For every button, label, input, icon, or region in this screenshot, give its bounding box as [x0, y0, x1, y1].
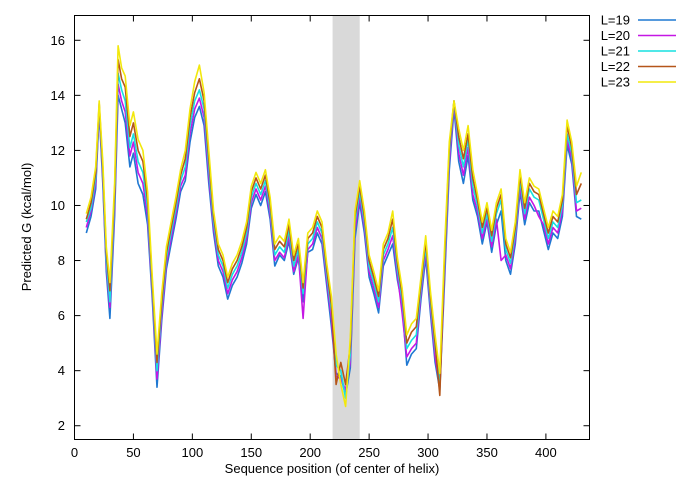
y-tick-label: 10 — [51, 198, 65, 213]
y-axis-label: Predicted G (kcal/mol) — [19, 163, 34, 292]
y-tick-label: 2 — [58, 418, 65, 433]
legend-label: L=22 — [601, 59, 630, 74]
y-axis: 2 4 6 8 10 12 14 16 — [51, 33, 590, 433]
x-axis: 0 50 100 150 200 250 300 350 400 — [71, 15, 557, 460]
legend-label: L=19 — [601, 13, 630, 28]
x-tick-label: 300 — [417, 445, 439, 460]
y-tick-label: 4 — [58, 363, 65, 378]
series-line-l-23 — [85, 44, 583, 408]
plot-frame — [74, 15, 590, 440]
y-tick-label: 16 — [51, 33, 65, 48]
x-tick-label: 250 — [358, 445, 380, 460]
x-tick-label: 100 — [181, 445, 203, 460]
y-tick-label: 14 — [51, 88, 65, 103]
y-tick-label: 12 — [51, 143, 65, 158]
x-tick-label: 200 — [299, 445, 321, 460]
legend-label: L=23 — [601, 75, 630, 90]
x-axis-label: Sequence position (of center of helix) — [225, 461, 440, 476]
y-tick-label: 6 — [58, 308, 65, 323]
legend-label: L=21 — [601, 44, 630, 59]
y-tick-label: 8 — [58, 253, 65, 268]
x-tick-label: 150 — [240, 445, 262, 460]
x-tick-label: 400 — [535, 445, 557, 460]
legend-label: L=20 — [601, 28, 630, 43]
x-tick-label: 350 — [476, 445, 498, 460]
x-tick-label: 50 — [126, 445, 140, 460]
legend: L=19L=20L=21L=22L=23 — [601, 13, 676, 90]
series-layer — [85, 44, 583, 408]
x-tick-label: 0 — [71, 445, 78, 460]
